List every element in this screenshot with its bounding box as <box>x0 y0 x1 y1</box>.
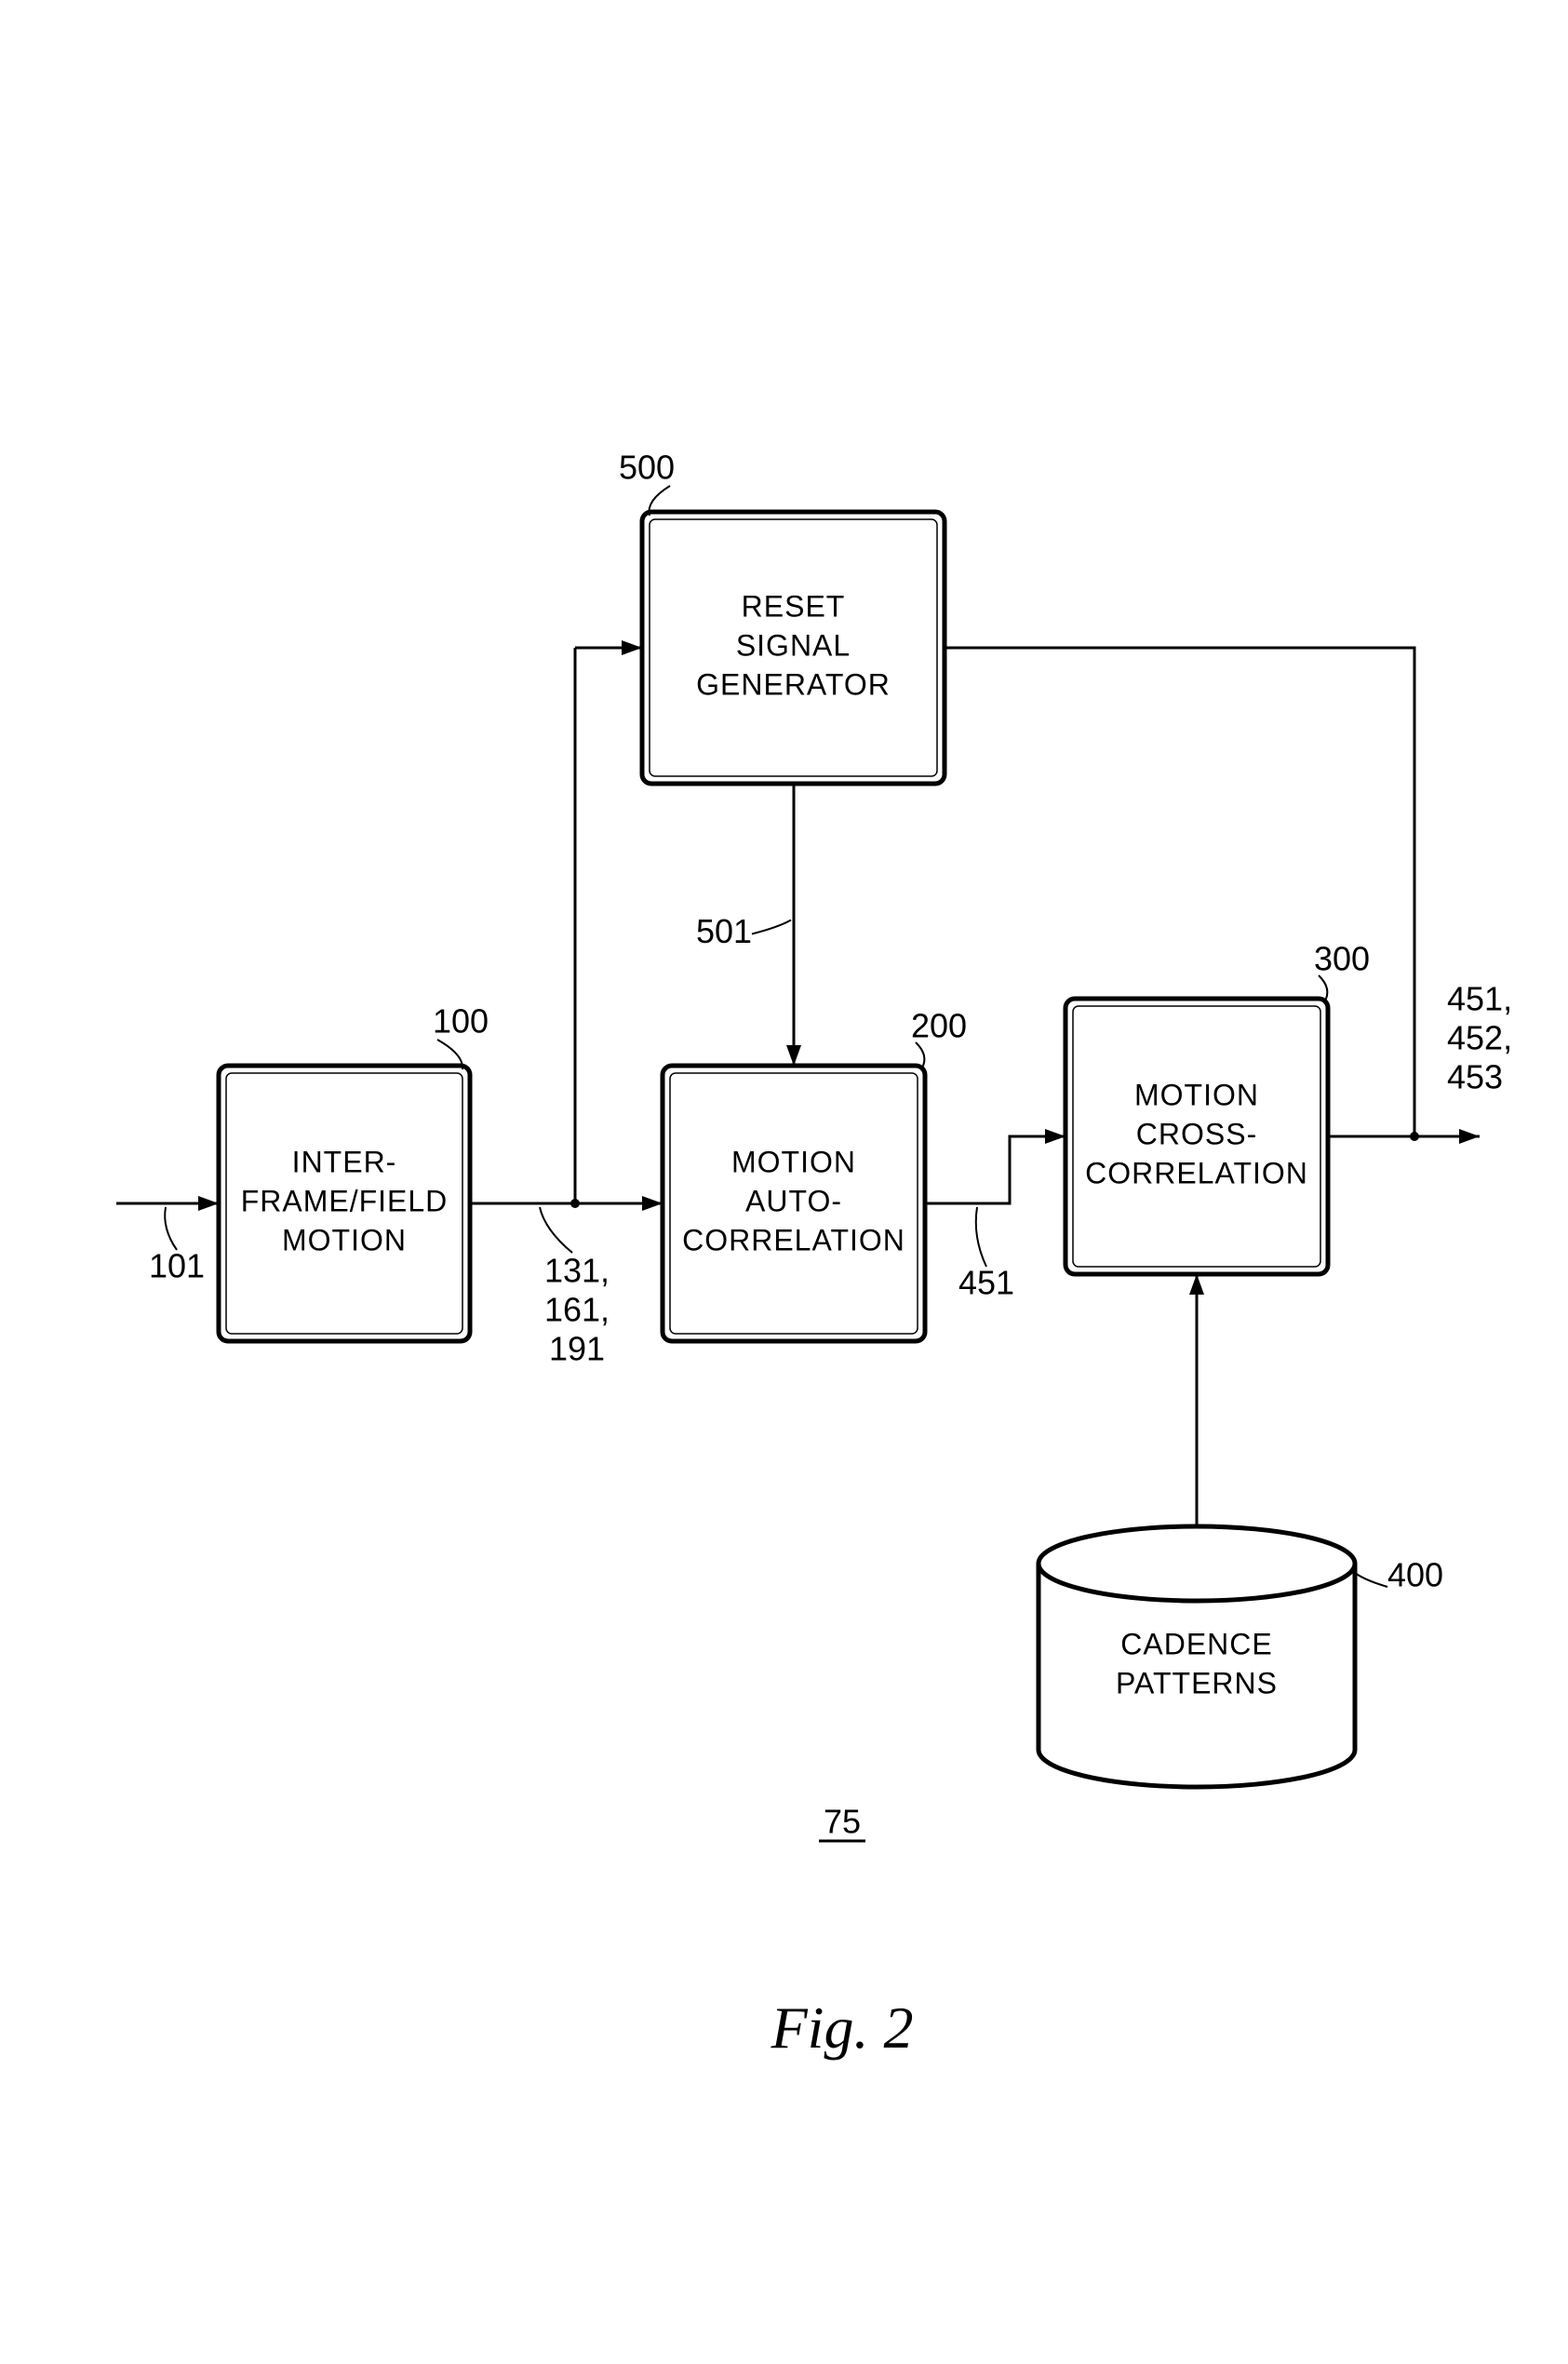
block-label: MOTION <box>731 1145 856 1178</box>
arrowhead-icon <box>1045 1129 1065 1144</box>
block-label: SIGNAL <box>736 628 851 662</box>
ref-label: 191 <box>549 1330 605 1368</box>
block-label: CROSS- <box>1136 1117 1257 1150</box>
leader-line <box>976 1207 986 1267</box>
block-box: MOTION AUTO- CORRELATION <box>663 1066 925 1341</box>
block-label: PATTERNS <box>1116 1666 1278 1699</box>
block-label: MOTION <box>1134 1078 1259 1111</box>
block-box: MOTION CROSS- CORRELATION <box>1065 999 1328 1274</box>
ref-label: 451 <box>958 1264 1014 1302</box>
block-box: INTER- FRAME/FIELD MOTION <box>219 1066 470 1341</box>
arrowhead-icon <box>1189 1274 1204 1295</box>
ref-label: 101 <box>149 1247 205 1285</box>
block-box: RESET SIGNAL GENERATOR <box>642 512 945 784</box>
block-label: FRAME/FIELD <box>241 1184 449 1217</box>
arrowhead-icon <box>622 640 642 655</box>
ref-label: 451, <box>1447 980 1512 1018</box>
ref-label: 500 <box>619 449 675 487</box>
wire-reset-to-out <box>945 648 1414 1136</box>
ref-label: 200 <box>911 1007 967 1045</box>
wire-auto-out <box>925 1136 1065 1203</box>
ref-label: 400 <box>1387 1556 1443 1594</box>
ref-label: 131, <box>544 1252 610 1290</box>
leader-line <box>1353 1571 1387 1587</box>
block-label: MOTION <box>282 1223 407 1256</box>
block-label: CORRELATION <box>682 1223 905 1256</box>
leader-line <box>165 1207 177 1250</box>
block-label: RESET <box>742 589 846 623</box>
block-label: CORRELATION <box>1085 1156 1308 1189</box>
ref-label: 501 <box>696 912 752 950</box>
leader-line <box>540 1207 572 1253</box>
block-label: INTER- <box>292 1145 397 1178</box>
ref-label: 452, <box>1447 1019 1512 1057</box>
ref-label: 300 <box>1314 940 1370 978</box>
junction-dot <box>1410 1132 1419 1141</box>
leader-line <box>752 920 791 934</box>
arrowhead-icon <box>786 1045 801 1066</box>
arrowhead-icon <box>1459 1129 1480 1144</box>
block-cylinder: CADENCE PATTERNS <box>1039 1526 1355 1787</box>
arrowhead-icon <box>198 1196 219 1211</box>
ref-label: 100 <box>433 1002 489 1041</box>
block-label: GENERATOR <box>696 667 891 701</box>
system-ref: 75 <box>824 1803 861 1841</box>
block-label: CADENCE <box>1120 1627 1272 1660</box>
figure-caption: Fig. 2 <box>771 1995 914 2061</box>
arrowhead-icon <box>642 1196 663 1211</box>
ref-label: 161, <box>544 1291 610 1329</box>
ref-label: 453 <box>1447 1058 1503 1096</box>
junction-dot <box>570 1199 580 1208</box>
block-label: AUTO- <box>745 1184 842 1217</box>
